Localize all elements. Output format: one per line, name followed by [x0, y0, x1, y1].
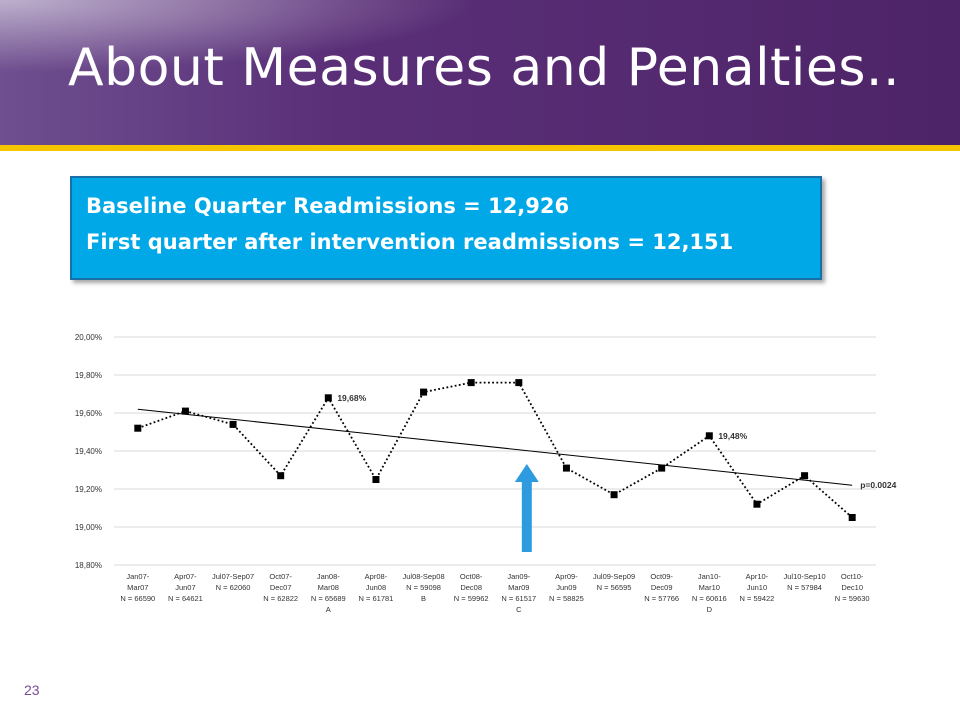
callout-baseline-text: Baseline Quarter Readmissions = 12,926 — [86, 194, 570, 218]
x-tick-label: Dec08 — [460, 583, 482, 592]
data-point — [134, 424, 142, 432]
data-point — [848, 514, 856, 521]
data-point — [801, 472, 809, 480]
x-tick-label: D — [707, 605, 713, 614]
x-tick-label: Mar07 — [127, 583, 148, 592]
x-tick-label: N = 62822 — [263, 594, 298, 603]
intervention-arrow-shaft — [521, 480, 532, 552]
trend-line — [137, 408, 853, 486]
x-tick-label: Mar08 — [318, 583, 339, 592]
x-tick-label: N = 59630 — [835, 594, 870, 603]
x-tick-label: Dec10 — [841, 583, 863, 592]
x-tick-label: Apr10- — [746, 572, 769, 581]
y-tick-label: 19,60% — [75, 409, 102, 418]
x-tick-label: N = 59962 — [454, 594, 489, 603]
intervention-arrow-head — [514, 464, 539, 482]
x-tick-label: N = 56595 — [597, 583, 632, 592]
x-tick-label: Jan09- — [507, 572, 530, 581]
x-tick-label: Apr09- — [555, 572, 578, 581]
header-accent-rule — [0, 145, 960, 151]
x-tick-label: Jun09 — [556, 583, 576, 592]
x-tick-label: N = 57766 — [644, 594, 679, 603]
data-point — [277, 472, 285, 480]
x-tick-label: C — [516, 605, 522, 614]
y-tick-label: 18,80% — [75, 561, 102, 570]
x-tick-label: B — [421, 594, 426, 603]
data-point — [181, 407, 189, 415]
data-label: 19,68% — [337, 393, 366, 403]
x-tick-label: Mar10 — [699, 583, 720, 592]
x-tick-label: Oct08- — [460, 572, 483, 581]
series-line — [137, 381, 853, 519]
data-point — [229, 420, 237, 428]
x-tick-label: Dec09 — [651, 583, 673, 592]
y-tick-label: 19,00% — [75, 523, 102, 532]
data-point — [324, 394, 332, 402]
data-point — [610, 491, 618, 499]
x-tick-label: N = 59098 — [406, 583, 441, 592]
x-tick-label: A — [326, 605, 331, 614]
x-tick-label: Jul10-Sep10 — [784, 572, 826, 581]
data-point — [420, 388, 428, 396]
x-tick-label: Jan10- — [698, 572, 721, 581]
x-tick-label: Mar09 — [508, 583, 529, 592]
x-tick-label: Apr07- — [174, 572, 197, 581]
x-tick-label: Dec07 — [270, 583, 292, 592]
x-tick-label: Jul08-Sep08 — [403, 572, 445, 581]
page-number: 23 — [24, 682, 40, 698]
x-tick-label: N = 65689 — [311, 594, 346, 603]
data-point — [658, 464, 666, 472]
y-tick-label: 19,80% — [75, 371, 102, 380]
x-tick-label: N = 64621 — [168, 594, 203, 603]
data-point — [467, 379, 475, 387]
x-tick-label: N = 61781 — [359, 594, 394, 603]
data-point — [372, 476, 380, 483]
x-tick-label: Jul09-Sep09 — [593, 572, 635, 581]
x-tick-label: Apr08- — [365, 572, 388, 581]
x-tick-label: N = 62060 — [216, 583, 251, 592]
data-point — [515, 379, 523, 387]
readmissions-callout: Baseline Quarter Readmissions = 12,926 F… — [70, 176, 822, 280]
x-tick-label: Jan08- — [317, 572, 340, 581]
y-tick-label: 19,20% — [75, 485, 102, 494]
y-tick-label: 20,00% — [75, 333, 102, 342]
x-tick-label: Oct07- — [269, 572, 292, 581]
readmission-rate-chart: 20,00% 19,80% 19,60% 19,40% 19,20% 19,00% 18,8… — [75, 333, 897, 614]
y-tick-label: 19,40% — [75, 447, 102, 456]
x-tick-label: N = 58825 — [549, 594, 584, 603]
header-highlight — [0, 0, 960, 145]
data-point — [705, 432, 713, 440]
x-tick-label: N = 61517 — [501, 594, 536, 603]
x-tick-label: N = 66590 — [120, 594, 155, 603]
x-tick-label: Oct09- — [650, 572, 673, 581]
x-tick-label: Jun08 — [366, 583, 386, 592]
x-tick-label: N = 60616 — [692, 594, 727, 603]
x-tick-label: Jul07-Sep07 — [212, 572, 254, 581]
data-point — [562, 464, 570, 472]
slide-title: About Measures and Penalties.. — [68, 38, 900, 98]
x-tick-label: Jan07- — [126, 572, 149, 581]
trend-p-value-label: p=0.0024 — [860, 480, 896, 490]
x-tick-label: Oct10- — [841, 572, 864, 581]
data-label: 19,48% — [718, 431, 747, 441]
data-point — [753, 500, 761, 508]
x-tick-label: N = 59422 — [740, 594, 775, 603]
x-tick-label: Jun07 — [175, 583, 195, 592]
x-tick-label: N = 57984 — [787, 583, 822, 592]
x-tick-label: Jun10 — [747, 583, 767, 592]
callout-after-intervention-text: First quarter after intervention readmis… — [86, 230, 734, 254]
